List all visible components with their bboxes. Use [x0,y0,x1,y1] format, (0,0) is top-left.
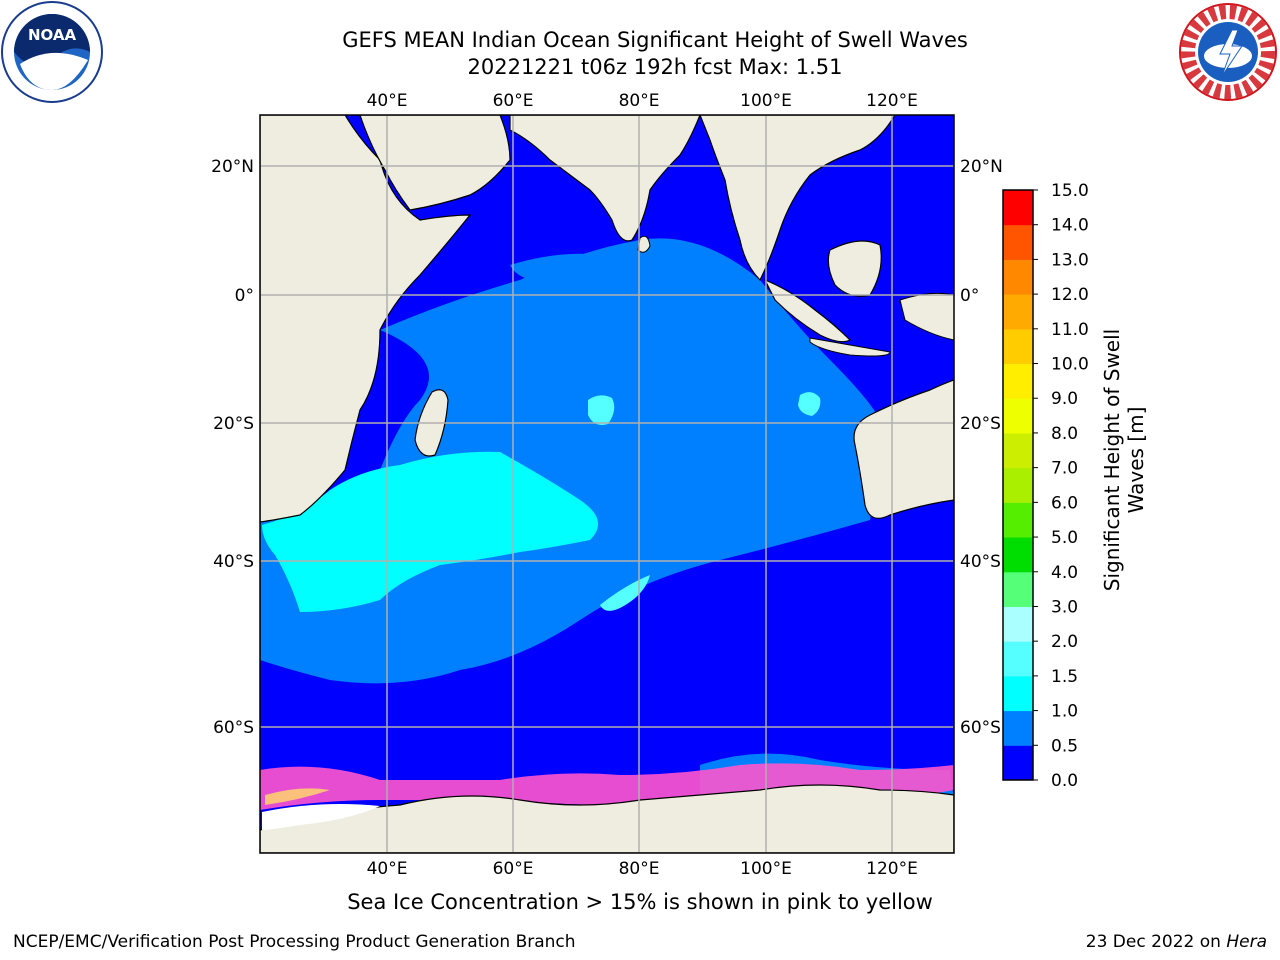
colorbar-tick-label: 10.0 [1051,355,1089,375]
colorbar-tick-label: 0.5 [1051,736,1078,756]
colorbar-tick-label: 14.0 [1051,216,1089,236]
swell-1.0-1.5-patch-east [798,392,821,416]
colorbar-segment [1003,363,1033,399]
colorbar-title: Significant Height of Swell Waves [m] [1100,328,1148,592]
colorbar-segment [1003,606,1033,642]
land-africa [260,115,472,523]
footer-host: Hera [1226,932,1267,952]
lat-label-left: 20°S [213,414,254,434]
colorbar-tick-label: 1.5 [1051,667,1078,687]
colorbar-segment [1003,675,1033,712]
lon-label-bottom: 120°E [866,859,918,879]
land-australia [853,379,954,519]
colorbar-segment [1003,502,1033,538]
colorbar-segment [1003,432,1033,469]
lat-label-left: 20°N [211,157,254,177]
land-arabia [359,115,511,211]
sea-ice-yellow [265,788,330,805]
noaa-logo-text: NOAA [28,26,77,44]
colorbar-tick-label: 5.0 [1051,528,1078,548]
swell-0.5-1.0-north [510,245,660,281]
colorbar-segment [1003,398,1033,434]
lat-label-right: 40°S [960,552,1001,572]
colorbar-segment [1003,641,1033,677]
lat-label-right: 20°N [960,157,1003,177]
swell-1.0-1.5-region [262,451,598,612]
land-srilanka [637,235,651,253]
lon-label-top: 60°E [493,91,534,111]
colorbar-tick-label: 15.0 [1051,181,1089,201]
colorbar-segment [1003,328,1033,365]
colorbar-tick-label: 12.0 [1051,285,1089,305]
land-antarctica-white [262,804,380,830]
footer-date-text: 23 Dec 2022 on [1085,932,1227,952]
colorbar-segment [1003,224,1033,260]
colorbar-tick-label: 7.0 [1051,459,1078,479]
land-southeast-asia [699,115,896,282]
colorbar-segment [1003,190,1033,226]
colorbar: 0.0 0.5 1.0 1.5 2.0 3.0 4.0 5.0 6.0 7.0 8.0 9.0 10.0… [1002,181,1089,791]
lat-label-right: 60°S [960,718,1001,738]
colorbar-segment [1003,259,1033,295]
map-frame [259,114,955,854]
swell-1.0-1.5-patch-south [600,575,650,611]
colorbar-tick-label: 0.0 [1051,771,1078,791]
land-java [809,337,891,357]
colorbar-tick-label: 11.0 [1051,320,1089,340]
footer-date: 23 Dec 2022 on Hera [1086,932,1267,952]
swell-1.0-1.5-patch-center [588,395,615,425]
colorbar-segment [1003,294,1033,330]
land-india [509,115,701,242]
gridlines [260,115,954,853]
lon-label-top: 40°E [367,91,408,111]
lat-label-left: 0° [235,286,254,306]
lat-label-left: 40°S [213,552,254,572]
lon-label-bottom: 60°E [493,859,534,879]
colorbar-segment [1003,467,1033,503]
land-antarctica [260,784,954,853]
nws-logo [1179,3,1277,101]
chart-subtitle: 20221221 t06z 192h fcst Max: 1.51 [467,55,843,79]
sea-ice-caption: Sea Ice Concentration > 15% is shown in … [347,890,933,914]
lat-label-right: 20°S [960,414,1001,434]
colorbar-tick-label: 4.0 [1051,563,1078,583]
lon-label-bottom: 80°E [619,859,660,879]
footer-credit: NCEP/EMC/Verification Post Processing Pr… [13,932,576,952]
noaa-logo: NOAA [1,1,103,103]
colorbar-segment [1003,571,1033,607]
lon-label-top: 100°E [740,91,792,111]
colorbar-segment [1003,745,1033,781]
colorbar-frame [1002,189,1034,781]
colorbar-tick-label: 8.0 [1051,424,1078,444]
colorbar-segment [1003,537,1033,573]
colorbar-tick-label: 3.0 [1051,597,1078,617]
colorbar-tick-label: 2.0 [1051,632,1078,652]
colorbar-tick-label: 6.0 [1051,493,1078,513]
lat-label-left: 60°S [213,718,254,738]
chart-title: GEFS MEAN Indian Ocean Significant Heigh… [342,28,968,52]
lat-label-right: 0° [960,286,979,306]
colorbar-tick-label: 1.0 [1051,702,1078,722]
colorbar-tick-label: 9.0 [1051,389,1078,409]
colorbar-segment [1003,710,1033,746]
lon-label-top: 80°E [619,91,660,111]
colorbar-tick-label: 13.0 [1051,250,1089,270]
map-area [260,115,954,853]
lon-label-bottom: 100°E [740,859,792,879]
lon-label-top: 120°E [866,91,918,111]
lon-label-bottom: 40°E [367,859,408,879]
